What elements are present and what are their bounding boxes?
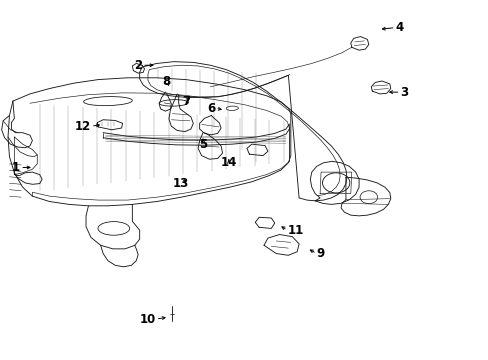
Text: 1: 1 bbox=[12, 161, 20, 174]
Text: 3: 3 bbox=[400, 86, 408, 99]
Text: 8: 8 bbox=[162, 75, 170, 88]
Text: 4: 4 bbox=[395, 21, 403, 34]
Text: 7: 7 bbox=[182, 95, 190, 108]
Text: 12: 12 bbox=[75, 120, 91, 133]
Text: 5: 5 bbox=[199, 138, 207, 150]
Text: 11: 11 bbox=[287, 224, 303, 237]
Text: 2: 2 bbox=[134, 59, 142, 72]
Text: 14: 14 bbox=[220, 156, 237, 169]
Text: 13: 13 bbox=[173, 177, 189, 190]
Text: 10: 10 bbox=[139, 312, 156, 326]
Text: 6: 6 bbox=[206, 102, 215, 115]
Text: 9: 9 bbox=[316, 247, 324, 260]
